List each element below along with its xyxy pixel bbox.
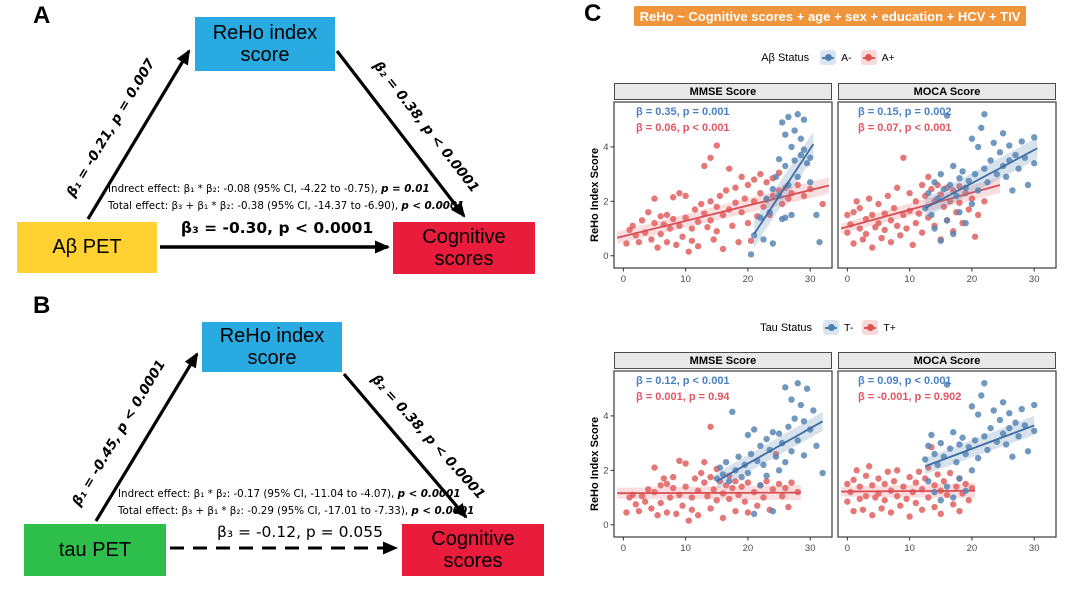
panel-c-label: C xyxy=(584,0,602,27)
legend-key-red xyxy=(862,320,879,335)
svg-text:2: 2 xyxy=(603,197,608,208)
facet-mmse-ab: MMSE Score 0 10 20 30 0 2 4 β = 0.35, p = 0.00… xyxy=(598,83,834,290)
legend-key-red xyxy=(860,50,877,65)
svg-text:30: 30 xyxy=(805,274,816,285)
effects-text-block: Indrect effect: β₁ * β₂: -0.17 (95% CI, … xyxy=(118,486,474,520)
facet-strip-title: MOCA Score xyxy=(838,352,1056,369)
beta-annotation-blue: β = 0.35, p = 0.001 xyxy=(636,106,730,118)
legend-item-t-minus: T- xyxy=(823,320,853,335)
legend-title: Aβ Status xyxy=(761,51,810,64)
model-formula-banner: ReHo ~ Cognitive scores + age + sex + ed… xyxy=(634,6,1026,26)
indirect-effect-pvalue: p < 0.0001 xyxy=(397,488,461,500)
path-a-arrow xyxy=(94,352,199,522)
scatter-plot-moca-tau: 0 10 20 30 xyxy=(837,370,1057,554)
legend-ab-status: Aβ Status A- A+ xyxy=(598,50,1058,65)
beta-annotation-red: β = -0.001, p = 0.902 xyxy=(858,391,962,403)
svg-text:4: 4 xyxy=(603,142,608,153)
svg-text:20: 20 xyxy=(967,543,978,554)
predictor-box-ab-pet: Aβ PET xyxy=(17,222,157,273)
svg-text:20: 20 xyxy=(743,274,754,285)
legend-label: A- xyxy=(841,51,852,64)
legend-label: T- xyxy=(844,321,854,334)
legend-title: Tau Status xyxy=(760,321,813,334)
path-c-coefficient: β₃ = -0.30, p < 0.0001 xyxy=(180,219,374,237)
svg-text:20: 20 xyxy=(743,543,754,554)
indirect-effect-text: Indrect effect: β₁ * β₂: -0.17 (95% CI, … xyxy=(118,488,398,500)
svg-text:0: 0 xyxy=(845,543,850,554)
svg-text:30: 30 xyxy=(1029,543,1040,554)
legend-label: A+ xyxy=(881,51,895,64)
regression-annotations: β = 0.12, p < 0.001 β = 0.001, p = 0.94 xyxy=(636,373,730,405)
panel-b-label: B xyxy=(33,292,51,319)
effects-text-block: Indrect effect: β₁ * β₂: -0.08 (95% CI, … xyxy=(108,181,464,215)
svg-text:0: 0 xyxy=(621,274,626,285)
indirect-effect-pvalue: p = 0.01 xyxy=(381,183,430,195)
svg-text:0: 0 xyxy=(603,251,608,262)
svg-text:4: 4 xyxy=(603,411,608,422)
indirect-effect-line: Indrect effect: β₁ * β₂: -0.08 (95% CI, … xyxy=(108,181,464,198)
svg-text:10: 10 xyxy=(904,274,915,285)
scatter-plot-mmse-ab: 0 10 20 30 0 2 4 xyxy=(603,101,833,285)
facet-moca-ab: MOCA Score 0 10 20 30 β = 0.15, p = 0.002 β… xyxy=(836,83,1058,290)
total-effect-text: Total effect: β₃ + β₁ * β₂: -0.29 (95% C… xyxy=(118,505,412,517)
panel-b-arrows xyxy=(94,352,468,555)
panel-a-mediation-diagram: A ReHo index score Aβ PET Cognitive scor… xyxy=(0,0,580,290)
svg-text:10: 10 xyxy=(680,543,691,554)
beta-annotation-red: β = 0.001, p = 0.94 xyxy=(636,391,730,403)
regression-annotations: β = 0.35, p = 0.001 β = 0.06, p < 0.001 xyxy=(636,104,730,136)
beta-annotation-red: β = 0.06, p < 0.001 xyxy=(636,122,730,134)
outcome-box: Cognitive scores xyxy=(393,222,535,274)
panel-a-arrows xyxy=(86,49,466,254)
total-effect-line: Total effect: β₃ + β₁ * β₂: -0.29 (95% C… xyxy=(118,503,474,520)
legend-tau-status: Tau Status T- T+ xyxy=(598,320,1058,335)
svg-text:30: 30 xyxy=(1029,274,1040,285)
panel-c-scatter-plots: C ReHo ~ Cognitive scores + age + sex + … xyxy=(580,0,1080,600)
total-effect-line: Total effect: β₃ + β₁ * β₂: -0.38 (95% C… xyxy=(108,198,464,215)
svg-text:10: 10 xyxy=(904,543,915,554)
facet-strip-title: MMSE Score xyxy=(614,352,832,369)
facet-strip-title: MMSE Score xyxy=(614,83,832,100)
panel-b-mediation-diagram: B ReHo index score tau PET Cognitive sco… xyxy=(0,290,580,600)
total-effect-text: Total effect: β₃ + β₁ * β₂: -0.38 (95% C… xyxy=(108,200,402,212)
path-b-arrow xyxy=(335,50,466,218)
svg-text:30: 30 xyxy=(805,543,816,554)
beta-annotation-red: β = 0.07, p < 0.001 xyxy=(858,122,952,134)
svg-text:10: 10 xyxy=(680,274,691,285)
panel-a-label: A xyxy=(33,2,51,29)
facet-moca-tau: MOCA Score 0 10 20 30 β = 0.09, p < 0.001 β… xyxy=(836,352,1058,559)
total-effect-pvalue: p < 0.0001 xyxy=(401,200,465,212)
legend-item-t-plus: T+ xyxy=(862,320,896,335)
legend-item-a-plus: A+ xyxy=(860,50,895,65)
mediator-box: ReHo index score xyxy=(195,17,335,71)
outcome-box: Cognitive scores xyxy=(402,524,544,576)
mediator-box: ReHo index score xyxy=(202,322,342,372)
beta-annotation-blue: β = 0.12, p < 0.001 xyxy=(636,375,730,387)
svg-text:2: 2 xyxy=(603,466,608,477)
svg-text:0: 0 xyxy=(621,543,626,554)
facet-strip-title: MOCA Score xyxy=(838,83,1056,100)
path-b-arrow xyxy=(342,372,468,519)
total-effect-pvalue: p < 0.0001 xyxy=(411,505,475,517)
predictor-box-tau-pet: tau PET xyxy=(24,524,166,576)
path-c-coefficient: β₃ = -0.12, p = 0.055 xyxy=(217,523,383,541)
legend-item-a-minus: A- xyxy=(820,50,852,65)
scatter-plot-moca-ab: 0 10 20 30 xyxy=(837,101,1057,285)
path-a-arrow xyxy=(86,49,191,220)
indirect-effect-text: Indrect effect: β₁ * β₂: -0.08 (95% CI, … xyxy=(108,183,382,195)
beta-annotation-blue: β = 0.09, p < 0.001 xyxy=(858,375,952,387)
indirect-effect-line: Indrect effect: β₁ * β₂: -0.17 (95% CI, … xyxy=(118,486,474,503)
scatter-plot-mmse-tau: 0 10 20 30 0 2 4 xyxy=(603,370,833,554)
legend-key-blue xyxy=(823,320,840,335)
regression-annotations: β = 0.09, p < 0.001 β = -0.001, p = 0.90… xyxy=(858,373,961,405)
svg-text:0: 0 xyxy=(603,520,608,531)
legend-key-blue xyxy=(820,50,837,65)
svg-text:0: 0 xyxy=(845,274,850,285)
legend-label: T+ xyxy=(883,321,896,334)
beta-annotation-blue: β = 0.15, p = 0.002 xyxy=(858,106,952,118)
regression-annotations: β = 0.15, p = 0.002 β = 0.07, p < 0.001 xyxy=(858,104,952,136)
facet-mmse-tau: MMSE Score 0 10 20 30 0 2 4 β = 0.12, p < 0.00… xyxy=(598,352,834,559)
svg-text:20: 20 xyxy=(967,274,978,285)
